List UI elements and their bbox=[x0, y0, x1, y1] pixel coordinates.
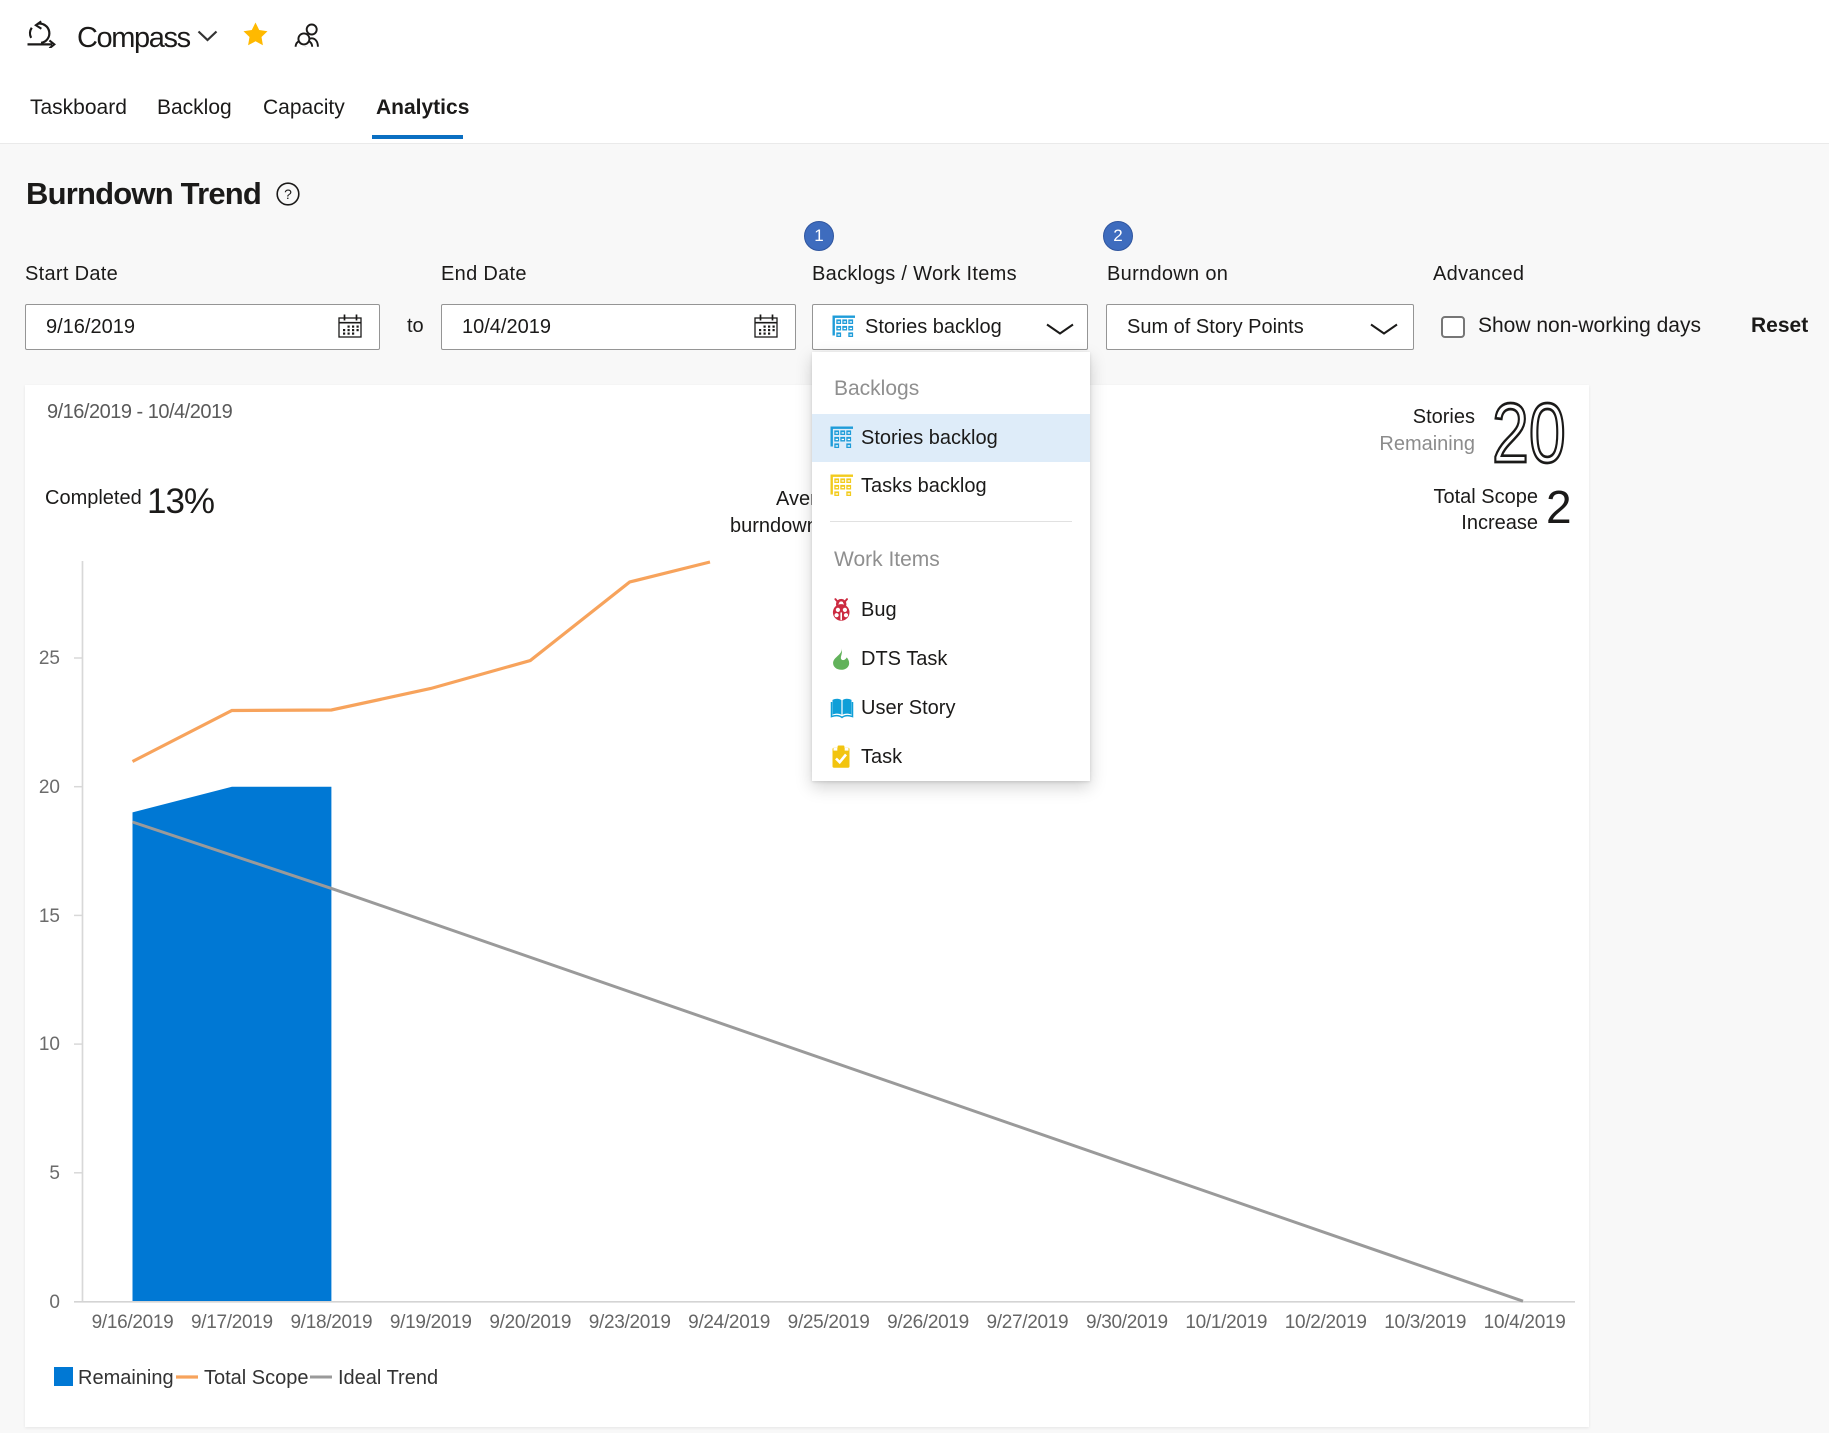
svg-text:9/19/2019: 9/19/2019 bbox=[390, 1312, 472, 1333]
svg-text:9/25/2019: 9/25/2019 bbox=[788, 1312, 870, 1333]
svg-text:9/27/2019: 9/27/2019 bbox=[986, 1312, 1068, 1333]
svg-text:Remaining: Remaining bbox=[78, 1367, 174, 1389]
svg-text:9/26/2019: 9/26/2019 bbox=[887, 1312, 969, 1333]
svg-text:25: 25 bbox=[39, 648, 60, 669]
svg-text:9/30/2019: 9/30/2019 bbox=[1086, 1312, 1168, 1333]
svg-text:15: 15 bbox=[39, 906, 60, 927]
svg-text:9/18/2019: 9/18/2019 bbox=[290, 1312, 372, 1333]
svg-text:9/17/2019: 9/17/2019 bbox=[191, 1312, 273, 1333]
svg-text:10/3/2019: 10/3/2019 bbox=[1384, 1312, 1466, 1333]
svg-text:0: 0 bbox=[49, 1292, 60, 1313]
svg-text:10/1/2019: 10/1/2019 bbox=[1185, 1312, 1267, 1333]
svg-text:Ideal Trend: Ideal Trend bbox=[338, 1367, 438, 1389]
svg-text:5: 5 bbox=[49, 1163, 60, 1184]
svg-text:20: 20 bbox=[39, 777, 60, 798]
svg-text:?: ? bbox=[284, 186, 292, 202]
svg-text:10/4/2019: 10/4/2019 bbox=[1484, 1312, 1566, 1333]
svg-text:10: 10 bbox=[39, 1034, 60, 1055]
svg-text:9/24/2019: 9/24/2019 bbox=[688, 1312, 770, 1333]
svg-text:9/23/2019: 9/23/2019 bbox=[589, 1312, 671, 1333]
svg-text:9/16/2019: 9/16/2019 bbox=[92, 1312, 174, 1333]
svg-text:10/2/2019: 10/2/2019 bbox=[1285, 1312, 1367, 1333]
svg-text:9/20/2019: 9/20/2019 bbox=[489, 1312, 571, 1333]
svg-text:Total Scope: Total Scope bbox=[204, 1367, 309, 1389]
